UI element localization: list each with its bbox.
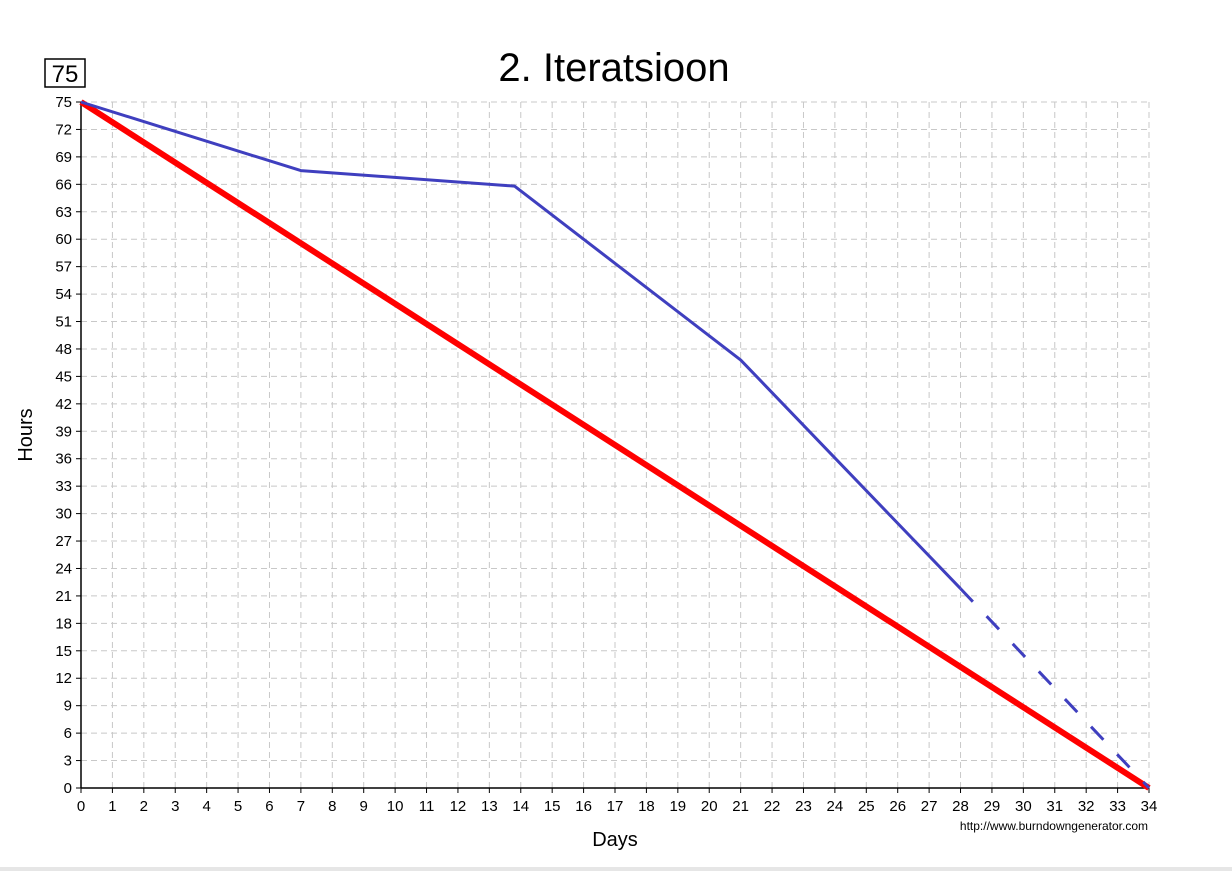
projected-burndown-line <box>959 587 1151 790</box>
tick-labels: 0 1 2 3 4 5 6 7 8 9 10 11 12 13 14 15 16 17 18 19 20 21 22 23 24… <box>55 94 1157 815</box>
actual-burndown-line <box>80 100 962 590</box>
x-tick-label: 29 <box>984 798 1001 815</box>
y-tick-label: 72 <box>55 121 72 138</box>
x-tick-label: 32 <box>1078 798 1095 815</box>
x-tick-label: 13 <box>481 798 498 815</box>
y-tick-label: 3 <box>64 753 72 770</box>
credit-link: http://www.burndowngenerator.com <box>960 819 1148 833</box>
y-tick-label: 24 <box>55 560 72 577</box>
x-tick-label: 8 <box>328 798 336 815</box>
x-tick-label: 16 <box>575 798 592 815</box>
x-tick-label: 21 <box>732 798 749 815</box>
x-tick-label: 4 <box>202 798 210 815</box>
series <box>79 99 1151 791</box>
x-tick-label: 15 <box>544 798 561 815</box>
x-tick-label: 0 <box>77 798 85 815</box>
x-tick-label: 5 <box>234 798 242 815</box>
total-badge: 75 <box>44 58 86 88</box>
x-tick-label: 6 <box>265 798 273 815</box>
y-tick-label: 9 <box>64 698 72 715</box>
bottom-border <box>0 867 1232 871</box>
x-tick-label: 11 <box>419 798 435 815</box>
x-tick-label: 1 <box>108 798 116 815</box>
y-tick-label: 39 <box>55 423 72 440</box>
x-tick-label: 2 <box>140 798 148 815</box>
y-tick-label: 0 <box>64 780 72 797</box>
x-tick-label: 7 <box>297 798 305 815</box>
y-tick-label: 12 <box>55 670 72 687</box>
x-tick-label: 27 <box>921 798 938 815</box>
x-tick-label: 25 <box>858 798 875 815</box>
x-tick-label: 24 <box>827 798 844 815</box>
x-tick-label: 17 <box>607 798 624 815</box>
x-tick-label: 3 <box>171 798 179 815</box>
grid <box>81 101 1150 788</box>
y-tick-label: 51 <box>55 314 72 331</box>
y-tick-label: 54 <box>55 286 72 303</box>
x-tick-label: 28 <box>952 798 969 815</box>
y-tick-label: 36 <box>55 451 72 468</box>
y-tick-label: 6 <box>64 725 72 742</box>
y-tick-label: 63 <box>55 204 72 221</box>
x-tick-label: 34 <box>1141 798 1158 815</box>
chart-title: 2. Iteratsioon <box>498 46 729 90</box>
x-tick-label: 30 <box>1015 798 1032 815</box>
total-badge-value: 75 <box>52 61 79 88</box>
axes <box>76 101 1150 793</box>
x-tick-label: 31 <box>1046 798 1063 815</box>
x-tick-label: 23 <box>795 798 812 815</box>
y-tick-label: 60 <box>55 231 72 248</box>
total-badge-box <box>44 58 86 88</box>
x-tick-label: 12 <box>450 798 467 815</box>
x-tick-label: 20 <box>701 798 718 815</box>
x-tick-label: 14 <box>512 798 529 815</box>
y-tick-label: 75 <box>55 94 72 111</box>
y-tick-label: 66 <box>55 176 72 193</box>
x-tick-label: 19 <box>669 798 686 815</box>
x-tick-label: 26 <box>889 798 906 815</box>
y-tick-label: 33 <box>55 478 72 495</box>
y-tick-label: 27 <box>55 533 72 550</box>
y-tick-label: 15 <box>55 643 72 660</box>
y-tick-label: 30 <box>55 506 72 523</box>
x-tick-label: 18 <box>638 798 655 815</box>
ideal-burndown-line <box>79 99 1151 791</box>
y-axis-label: Hours <box>15 408 37 461</box>
y-tick-label: 57 <box>55 259 72 276</box>
x-tick-label: 9 <box>360 798 368 815</box>
x-tick-label: 33 <box>1109 798 1126 815</box>
y-tick-label: 21 <box>55 588 72 605</box>
y-tick-label: 45 <box>55 368 72 385</box>
x-tick-label: 10 <box>387 798 404 815</box>
x-tick-label: 22 <box>764 798 781 815</box>
y-tick-label: 42 <box>55 396 72 413</box>
y-tick-label: 69 <box>55 149 72 166</box>
x-axis-label: Days <box>592 829 638 851</box>
y-tick-label: 18 <box>55 615 72 632</box>
y-tick-label: 48 <box>55 341 72 358</box>
